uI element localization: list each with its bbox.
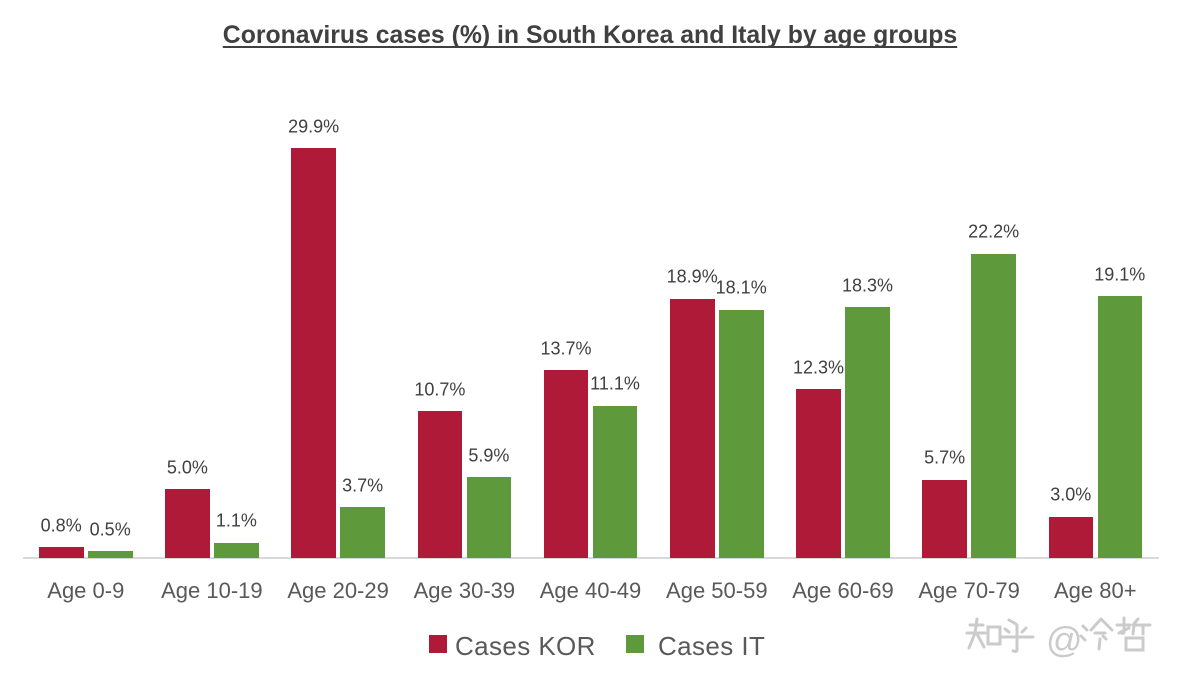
svg-text:@: @ (1046, 619, 1083, 660)
